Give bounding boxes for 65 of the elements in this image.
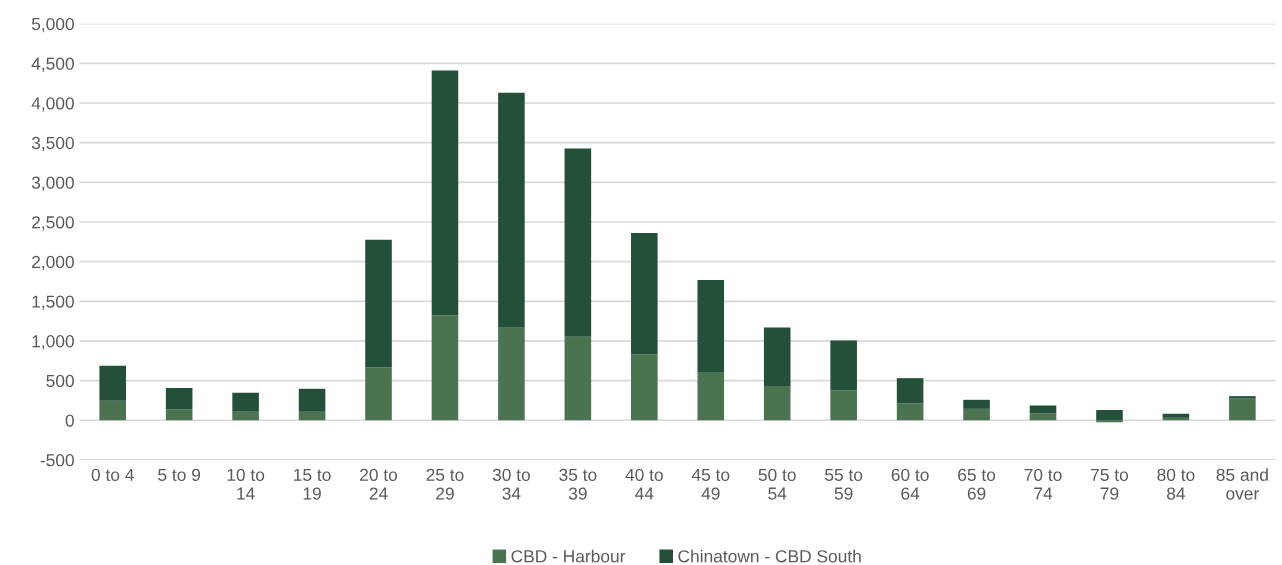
bar (165, 388, 193, 410)
x-tick-label: 0 to 4 (91, 468, 134, 481)
bar (1029, 413, 1057, 421)
x-tick-label: 45 to 49 (691, 468, 730, 500)
x-tick-label: 80 to 84 (1157, 468, 1195, 500)
x-tick-label: 35 to 39 (559, 468, 597, 500)
bar (963, 408, 990, 421)
y-tick-label: 0 (65, 414, 74, 427)
x-tick-label: 50 to 54 (758, 468, 796, 500)
bar (431, 70, 459, 316)
y-tick-label: -500 (40, 454, 74, 467)
y-tick-label: 4,500 (31, 57, 74, 72)
x-tick-label: 85 and over (1216, 468, 1268, 500)
legend-label: Chinatown - CBD South (678, 549, 861, 563)
bar (298, 411, 326, 421)
bar (763, 327, 791, 387)
bar (1096, 410, 1123, 421)
x-tick-label: 55 to 59 (825, 468, 863, 500)
bar (763, 386, 791, 421)
bar (697, 280, 725, 373)
bar (232, 411, 259, 421)
y-tick-label: 5,000 (31, 17, 74, 33)
bar (1162, 413, 1190, 418)
bar (99, 365, 126, 401)
x-tick-label: 65 to 69 (958, 468, 996, 500)
y-tick-label: 1,500 (32, 295, 74, 310)
bar (564, 148, 592, 337)
x-tick-label: 60 to 64 (891, 468, 929, 500)
x-tick-label: 20 to 24 (360, 468, 398, 500)
y-tick-label: 3,500 (31, 136, 74, 152)
bar (631, 354, 658, 421)
bar (99, 400, 126, 421)
bar (963, 399, 990, 409)
bar (830, 340, 857, 391)
x-tick-label: 5 to 9 (158, 468, 201, 481)
bar (896, 403, 924, 421)
y-tick-label: 1,000 (32, 335, 74, 350)
bar (365, 239, 392, 368)
x-tick-label: 70 to 74 (1024, 468, 1062, 500)
y-tick-label: 2,500 (32, 216, 74, 231)
bar (830, 390, 857, 421)
bar (431, 315, 459, 421)
y-tick-label: 4,000 (31, 97, 74, 112)
bar (1229, 396, 1256, 399)
x-tick-label: 30 to 34 (492, 468, 530, 500)
bar (232, 392, 259, 412)
bar (165, 409, 193, 421)
legend-label: CBD - Harbour (511, 549, 626, 563)
bar (498, 92, 525, 328)
bar (298, 388, 326, 412)
bar (697, 372, 725, 421)
bar (1229, 398, 1256, 421)
y-tick-label: 3,000 (31, 176, 74, 191)
bar (564, 336, 592, 421)
bar (631, 233, 658, 355)
bar (896, 378, 924, 404)
x-tick-label: 40 to 44 (625, 468, 663, 500)
x-tick-label: 25 to 29 (426, 468, 464, 500)
x-tick-label: 75 to 79 (1091, 468, 1129, 500)
x-tick-label: 10 to 14 (227, 468, 265, 500)
bar (365, 367, 392, 421)
x-tick-label: 15 to 19 (294, 468, 331, 500)
y-tick-label: 2,000 (32, 255, 74, 271)
bar (498, 327, 525, 421)
y-tick-label: 500 (46, 374, 74, 388)
